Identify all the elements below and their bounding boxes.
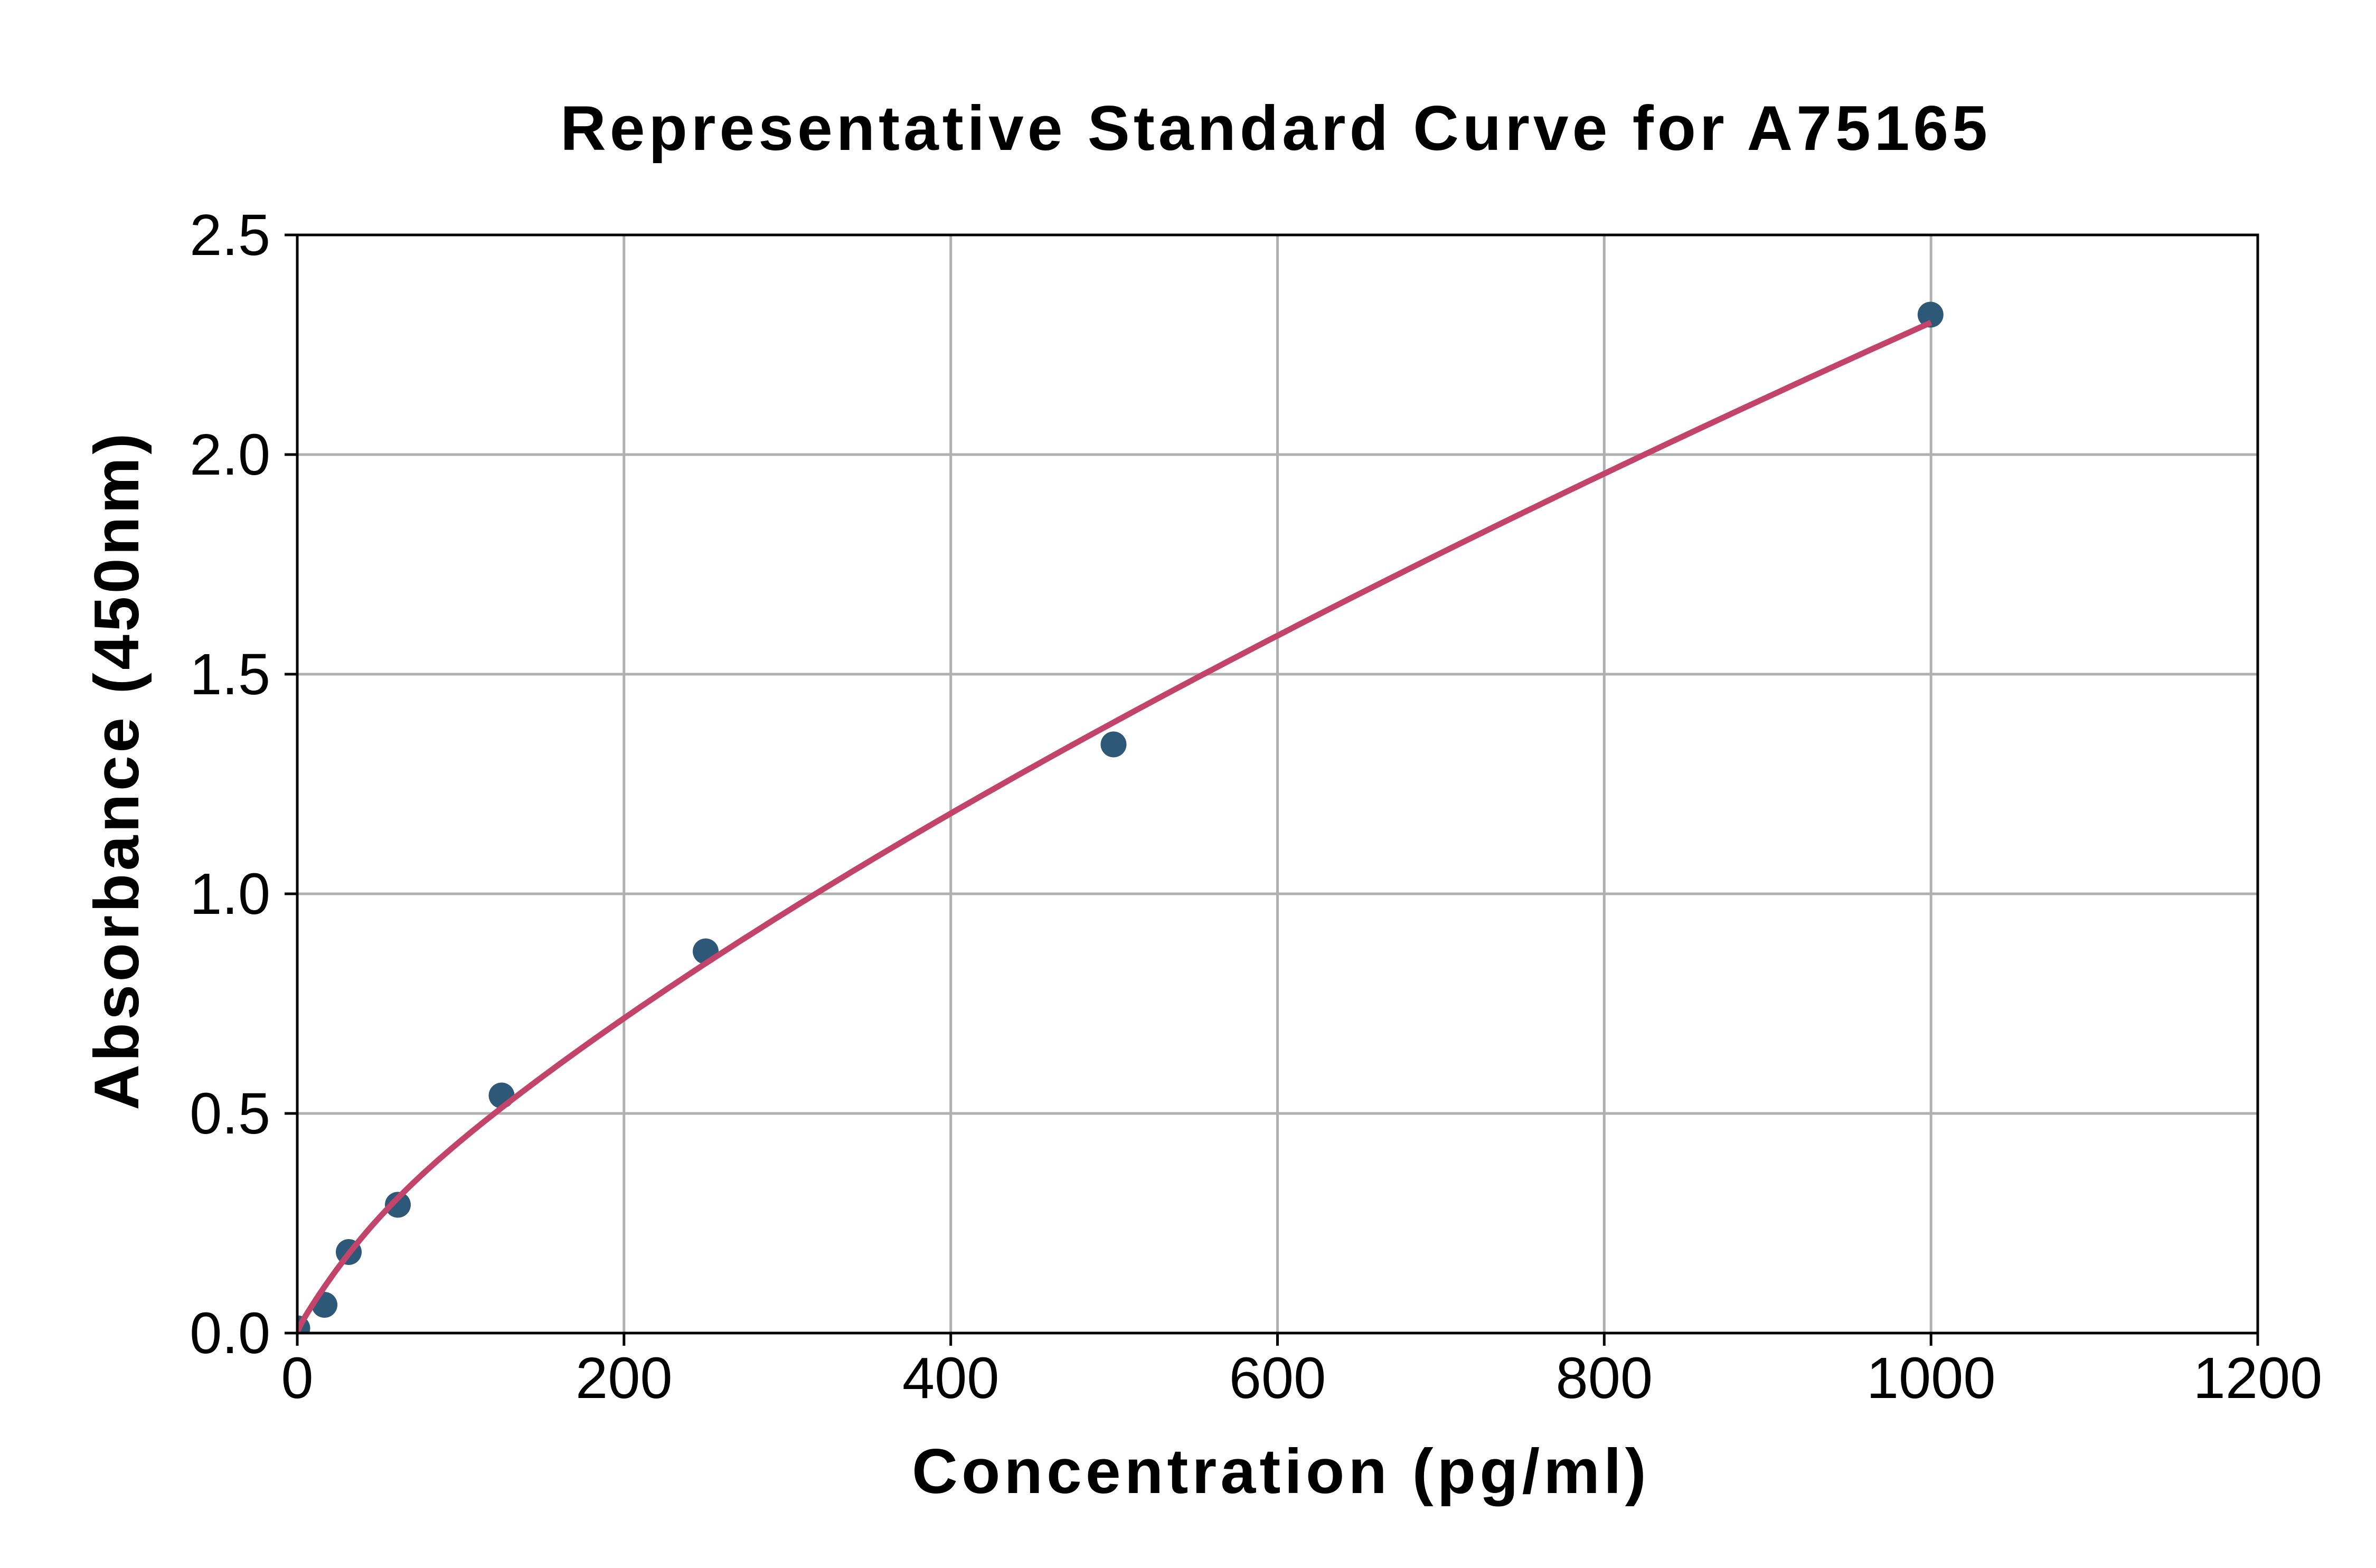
svg-text:400: 400 <box>902 1346 1000 1411</box>
svg-text:0.0: 0.0 <box>190 1301 270 1366</box>
svg-text:1.0: 1.0 <box>190 862 270 927</box>
svg-text:200: 200 <box>576 1346 673 1411</box>
svg-text:Concentration (pg/ml): Concentration (pg/ml) <box>912 1436 1650 1507</box>
svg-text:600: 600 <box>1229 1346 1326 1411</box>
svg-text:0: 0 <box>281 1346 313 1411</box>
svg-text:800: 800 <box>1556 1346 1653 1411</box>
svg-text:Representative Standard Curve: Representative Standard Curve for A75165 <box>560 93 1991 164</box>
svg-text:2.5: 2.5 <box>190 203 270 268</box>
svg-text:Absorbance (450nm): Absorbance (450nm) <box>81 430 152 1110</box>
svg-text:1.5: 1.5 <box>190 642 270 707</box>
svg-text:1000: 1000 <box>1866 1346 1996 1411</box>
svg-text:0.5: 0.5 <box>190 1081 270 1146</box>
svg-text:1200: 1200 <box>2193 1346 2323 1411</box>
svg-text:2.0: 2.0 <box>190 422 270 487</box>
